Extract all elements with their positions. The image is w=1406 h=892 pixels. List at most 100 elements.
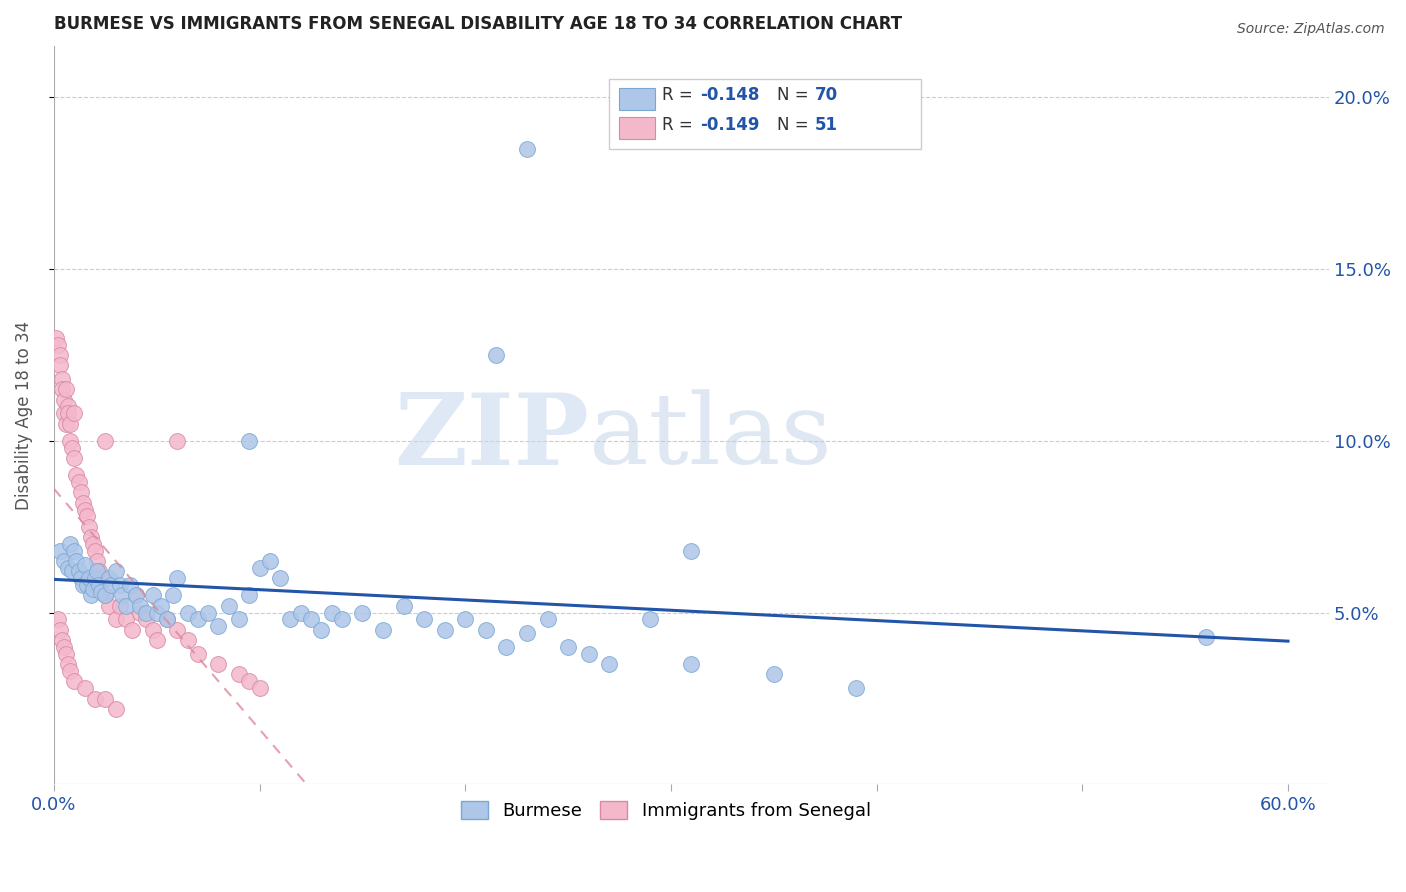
Point (59, 664, 82, 678)
Point (121, 623, 143, 637)
Point (82, 537, 104, 551)
Point (269, 571, 291, 585)
Point (149, 599, 172, 613)
Point (454, 613, 477, 627)
Point (640, 613, 662, 627)
Point (73, 558, 96, 572)
Point (187, 613, 209, 627)
Point (94, 691, 117, 706)
Point (63, 450, 86, 465)
Point (58, 406, 80, 420)
Point (207, 657, 229, 672)
Point (475, 623, 498, 637)
Point (228, 613, 250, 627)
Point (156, 613, 179, 627)
Point (516, 626, 538, 640)
Point (53, 640, 76, 654)
FancyBboxPatch shape (609, 78, 921, 149)
Point (98, 599, 121, 613)
Point (135, 613, 157, 627)
Point (51, 382, 73, 396)
Point (142, 589, 165, 603)
Point (76, 509, 98, 524)
Point (80, 530, 103, 544)
Point (557, 640, 579, 654)
Point (82, 582, 104, 596)
Point (98, 571, 121, 585)
Point (166, 623, 188, 637)
Point (108, 599, 131, 613)
Point (49, 348, 72, 362)
Point (104, 565, 127, 579)
Text: -0.149: -0.149 (700, 116, 759, 134)
Point (72, 578, 94, 592)
Point (100, 578, 122, 592)
Point (63, 543, 86, 558)
Text: -0.148: -0.148 (700, 87, 759, 104)
Point (145, 633, 167, 648)
FancyBboxPatch shape (619, 87, 655, 110)
Point (162, 589, 184, 603)
Point (176, 606, 198, 620)
Point (49, 358, 72, 372)
Point (60, 565, 83, 579)
Text: BURMESE VS IMMIGRANTS FROM SENEGAL DISABILITY AGE 18 TO 34 CORRELATION CHART: BURMESE VS IMMIGRANTS FROM SENEGAL DISAB… (53, 15, 903, 33)
Point (371, 623, 394, 637)
Point (118, 578, 141, 592)
Point (46, 613, 69, 627)
Point (58, 561, 80, 575)
Point (114, 599, 136, 613)
Point (94, 589, 117, 603)
Point (176, 633, 198, 648)
Point (84, 571, 107, 585)
Point (536, 613, 558, 627)
Point (187, 647, 209, 661)
Legend: Burmese, Immigrants from Senegal: Burmese, Immigrants from Senegal (454, 793, 879, 827)
Point (238, 434, 260, 448)
Point (51, 372, 73, 386)
Point (681, 657, 703, 672)
Text: R =: R = (662, 116, 699, 134)
Point (516, 142, 538, 156)
Point (228, 667, 250, 681)
Point (55, 647, 77, 661)
Point (114, 613, 136, 627)
Point (238, 674, 260, 689)
Point (73, 681, 96, 696)
Point (392, 599, 415, 613)
Point (53, 554, 76, 568)
Point (65, 554, 87, 568)
Point (86, 565, 108, 579)
Y-axis label: Disability Age 18 to 34: Disability Age 18 to 34 (15, 320, 32, 509)
Point (53, 392, 76, 407)
Point (58, 400, 80, 414)
Point (77, 571, 100, 585)
Text: Source: ZipAtlas.com: Source: ZipAtlas.com (1237, 22, 1385, 37)
Point (125, 589, 148, 603)
Point (67, 565, 90, 579)
Point (207, 619, 229, 633)
Point (72, 496, 94, 510)
Point (135, 606, 157, 620)
Point (49, 543, 72, 558)
Point (60, 441, 83, 455)
Point (413, 613, 436, 627)
Point (59, 434, 82, 448)
Point (84, 691, 107, 706)
Text: 70: 70 (815, 87, 838, 104)
Point (845, 681, 868, 696)
Point (69, 485, 91, 500)
Point (76, 578, 98, 592)
Point (80, 589, 103, 603)
Point (578, 647, 600, 661)
Point (46, 337, 69, 351)
Point (129, 599, 152, 613)
Point (259, 554, 281, 568)
Point (53, 406, 76, 420)
Point (45, 331, 67, 345)
Point (129, 606, 152, 620)
Point (94, 589, 117, 603)
Point (55, 417, 77, 431)
Point (330, 613, 353, 627)
Point (90, 585, 112, 599)
